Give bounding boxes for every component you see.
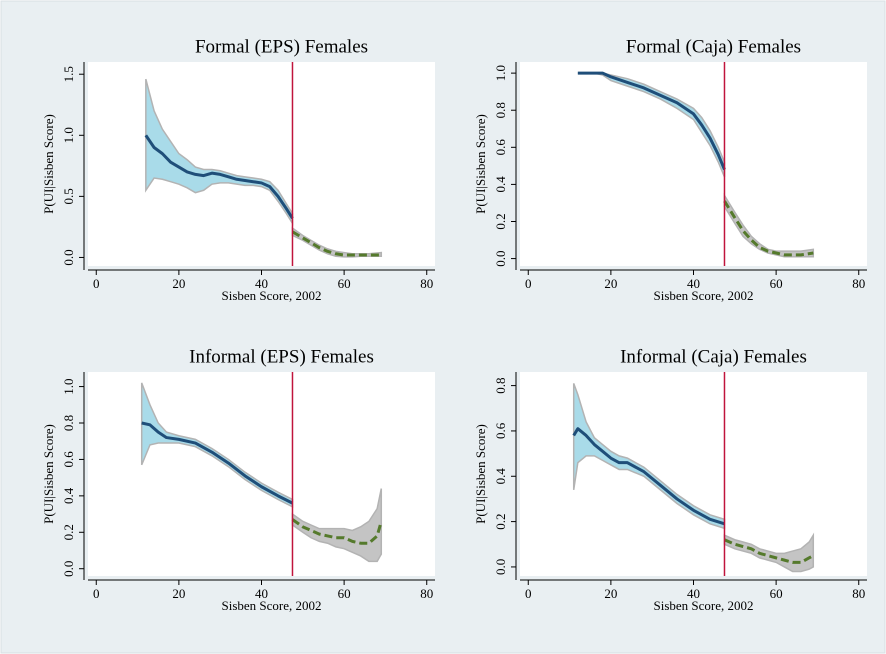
confidence-band	[723, 532, 815, 573]
fit-line	[577, 71, 726, 171]
x-tick-label: 80	[852, 586, 865, 601]
fit-line	[141, 421, 294, 505]
x-tick-label: 20	[172, 586, 185, 601]
y-tick-label: 0.0	[61, 249, 76, 265]
x-tick-label: 20	[172, 276, 185, 291]
y-tick-label: 1.0	[61, 378, 76, 394]
x-tick-label: 20	[604, 276, 617, 291]
y-tick-label: 0.0	[61, 561, 76, 577]
x-tick-label: 0	[93, 586, 100, 601]
confidence-band	[723, 192, 815, 258]
y-axis-label: P(UI|Sisben Score)	[41, 114, 56, 214]
x-tick-label: 80	[420, 586, 433, 601]
x-tick-label: 80	[420, 276, 433, 291]
x-tick-label: 0	[525, 276, 532, 291]
x-axis-label: Sisben Score, 2002	[653, 288, 753, 303]
plot-area	[88, 372, 435, 576]
x-tick-label: 40	[255, 276, 268, 291]
plot-area	[520, 372, 867, 576]
x-tick-label: 40	[255, 586, 268, 601]
fit-line	[723, 200, 814, 257]
x-tick-label: 60	[770, 586, 783, 601]
y-tick-label: 0.2	[493, 213, 508, 229]
fit-line	[572, 427, 725, 526]
y-tick-label: 0.4	[61, 487, 76, 504]
confidence-band	[291, 488, 383, 563]
x-tick-label: 40	[687, 586, 700, 601]
x-axis-label: Sisben Score, 2002	[653, 598, 753, 613]
y-tick-label: 0.6	[61, 451, 76, 468]
y-tick-label: 1.0	[61, 127, 76, 143]
y-tick-label: 0.8	[61, 415, 76, 431]
y-tick-label: 0.0	[493, 559, 508, 575]
chart-title: Informal (EPS) Females	[189, 346, 374, 367]
y-tick-label: 1.0	[493, 65, 508, 81]
fit-line	[723, 538, 815, 564]
plot-area	[88, 62, 435, 266]
fit-line	[291, 518, 383, 545]
x-tick-label: 60	[338, 586, 351, 601]
x-tick-label: 80	[852, 276, 865, 291]
y-tick-label: 0.2	[493, 513, 508, 529]
y-tick-label: 0.4	[493, 176, 508, 193]
y-tick-label: 0.5	[61, 188, 76, 204]
fit-line	[291, 230, 382, 257]
fit-line	[144, 134, 294, 220]
x-tick-label: 0	[93, 276, 100, 291]
y-tick-label: 0.4	[493, 468, 508, 485]
y-tick-label: 0.6	[493, 422, 508, 439]
y-tick-label: 0.8	[493, 102, 508, 118]
x-tick-label: 60	[338, 276, 351, 291]
x-tick-label: 40	[687, 276, 700, 291]
y-tick-label: 0.8	[493, 377, 508, 393]
plot-area	[520, 62, 867, 266]
y-axis-label: P(UI|Sisben Score)	[473, 424, 488, 524]
x-tick-label: 60	[770, 276, 783, 291]
y-tick-label: 0.0	[493, 250, 508, 266]
x-axis-label: Sisben Score, 2002	[221, 288, 321, 303]
y-axis-label: P(UI|Sisben Score)	[41, 424, 56, 524]
chart-title: Formal (EPS) Females	[195, 36, 368, 57]
chart-title: Formal (Caja) Females	[626, 36, 801, 57]
chart-title: Informal (Caja) Females	[620, 346, 807, 367]
y-tick-label: 0.6	[493, 139, 508, 156]
x-axis-label: Sisben Score, 2002	[221, 598, 321, 613]
y-tick-label: 1.5	[61, 66, 76, 82]
x-tick-label: 0	[525, 586, 532, 601]
y-tick-label: 0.2	[61, 524, 76, 540]
y-axis-label: P(UI|Sisben Score)	[473, 114, 488, 214]
x-tick-label: 20	[604, 586, 617, 601]
